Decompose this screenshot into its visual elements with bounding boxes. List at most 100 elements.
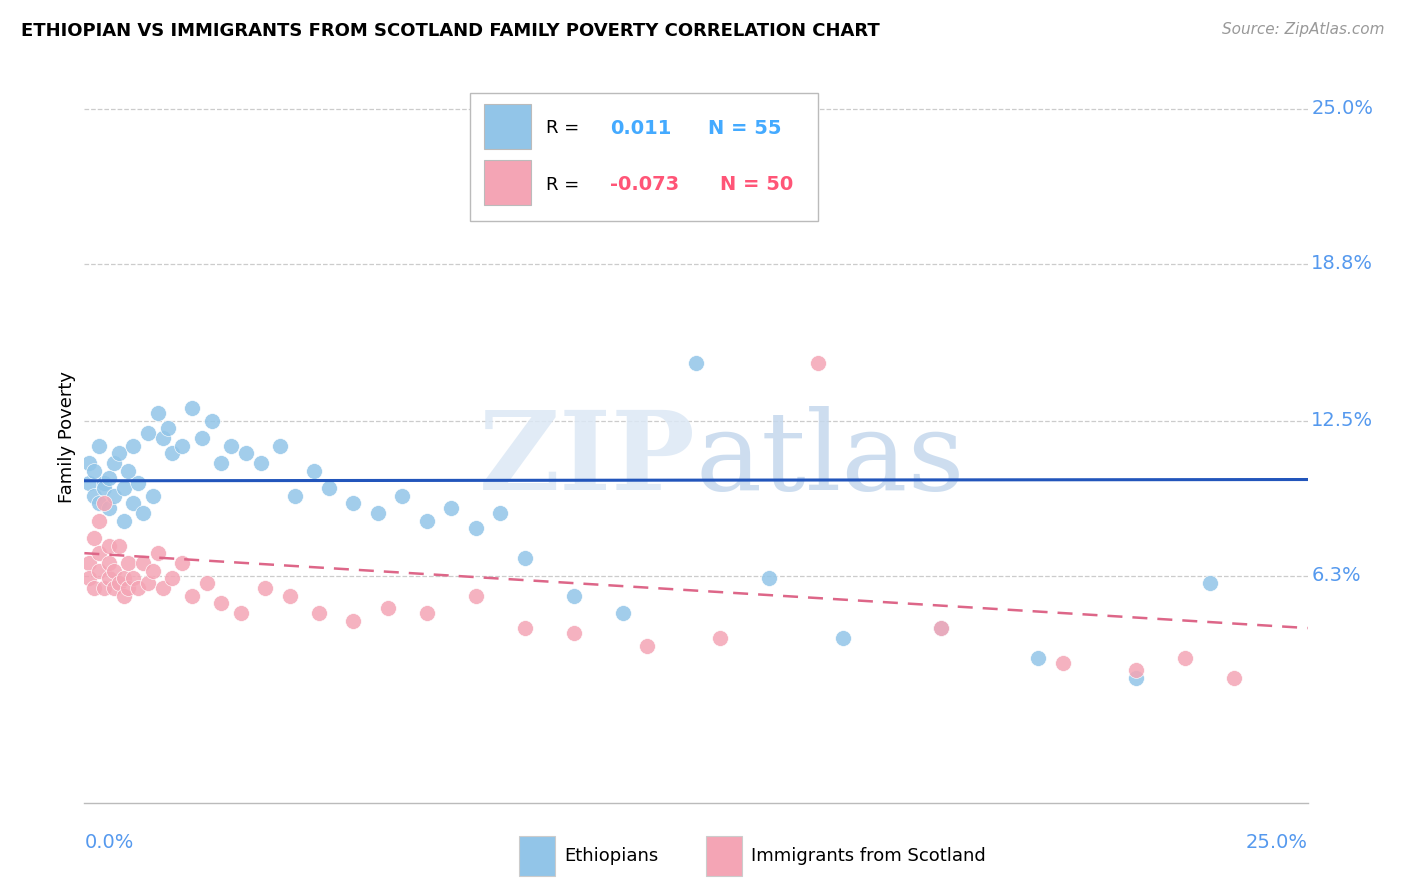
Bar: [484, 103, 531, 149]
Point: [77, 571, 100, 585]
Point: [377, 601, 399, 615]
Point: [97, 539, 120, 553]
Point: [1125, 664, 1147, 678]
Text: 25.0%: 25.0%: [1246, 833, 1308, 853]
Point: [103, 581, 125, 595]
Point: [97, 556, 120, 570]
Point: [1174, 651, 1197, 665]
Point: [416, 514, 439, 528]
Point: [103, 456, 125, 470]
Point: [1125, 671, 1147, 685]
Point: [200, 414, 222, 428]
Point: [77, 456, 100, 470]
Text: atlas: atlas: [696, 406, 966, 513]
Point: [807, 356, 830, 370]
Text: Ethiopians: Ethiopians: [564, 847, 658, 865]
Point: [87, 564, 110, 578]
Point: [191, 431, 214, 445]
Point: [181, 401, 204, 416]
Point: [112, 514, 135, 528]
Text: 25.0%: 25.0%: [1312, 99, 1374, 119]
Point: [367, 506, 389, 520]
Point: [685, 356, 707, 370]
Point: [103, 564, 125, 578]
Point: [132, 556, 155, 570]
Y-axis label: Family Poverty: Family Poverty: [58, 371, 76, 503]
Point: [284, 489, 307, 503]
Point: [831, 631, 853, 645]
Point: [112, 589, 135, 603]
Bar: [706, 836, 742, 876]
Point: [112, 571, 135, 585]
Point: [209, 596, 232, 610]
Point: [83, 464, 105, 478]
Text: N = 50: N = 50: [720, 175, 793, 194]
Point: [1198, 576, 1220, 591]
Point: [107, 539, 129, 553]
Text: ZIP: ZIP: [479, 406, 696, 513]
Point: [304, 464, 326, 478]
Point: [709, 631, 731, 645]
Point: [229, 606, 252, 620]
Point: [162, 446, 184, 460]
Point: [136, 426, 159, 441]
Point: [391, 489, 413, 503]
Point: [235, 446, 257, 460]
Point: [117, 581, 139, 595]
Text: ETHIOPIAN VS IMMIGRANTS FROM SCOTLAND FAMILY POVERTY CORRELATION CHART: ETHIOPIAN VS IMMIGRANTS FROM SCOTLAND FA…: [21, 22, 880, 40]
Point: [929, 621, 952, 635]
Point: [172, 556, 194, 570]
Point: [562, 626, 585, 640]
Text: R =: R =: [546, 120, 579, 137]
Point: [107, 576, 129, 591]
Point: [562, 589, 585, 603]
Point: [195, 576, 218, 591]
Point: [97, 571, 120, 585]
Point: [122, 571, 145, 585]
Point: [117, 556, 139, 570]
FancyBboxPatch shape: [470, 94, 818, 221]
Point: [77, 556, 100, 570]
Text: 6.3%: 6.3%: [1312, 566, 1361, 585]
Point: [1028, 651, 1050, 665]
Point: [269, 439, 291, 453]
Point: [83, 489, 105, 503]
Point: [152, 581, 174, 595]
Text: 12.5%: 12.5%: [1312, 411, 1374, 430]
Text: Source: ZipAtlas.com: Source: ZipAtlas.com: [1222, 22, 1385, 37]
Point: [122, 496, 145, 510]
Point: [254, 581, 277, 595]
Point: [136, 576, 159, 591]
Text: 18.8%: 18.8%: [1312, 254, 1374, 273]
Text: Immigrants from Scotland: Immigrants from Scotland: [751, 847, 986, 865]
Point: [83, 531, 105, 545]
Point: [636, 639, 658, 653]
Point: [209, 456, 232, 470]
Point: [97, 501, 120, 516]
Point: [1052, 656, 1074, 670]
Text: R =: R =: [546, 176, 579, 194]
Bar: [519, 836, 555, 876]
Point: [77, 476, 100, 491]
Point: [122, 439, 145, 453]
Text: 0.011: 0.011: [610, 119, 672, 138]
Point: [249, 456, 271, 470]
Point: [112, 481, 135, 495]
Point: [93, 481, 115, 495]
Point: [416, 606, 439, 620]
Bar: [484, 160, 531, 205]
Point: [308, 606, 330, 620]
Point: [142, 489, 165, 503]
Point: [127, 476, 149, 491]
Point: [152, 431, 174, 445]
Point: [172, 439, 194, 453]
Point: [162, 571, 184, 585]
Point: [107, 446, 129, 460]
Point: [278, 589, 301, 603]
Point: [83, 581, 105, 595]
Text: 0.0%: 0.0%: [84, 833, 134, 853]
Point: [117, 464, 139, 478]
Point: [87, 496, 110, 510]
Point: [127, 581, 149, 595]
Point: [181, 589, 204, 603]
